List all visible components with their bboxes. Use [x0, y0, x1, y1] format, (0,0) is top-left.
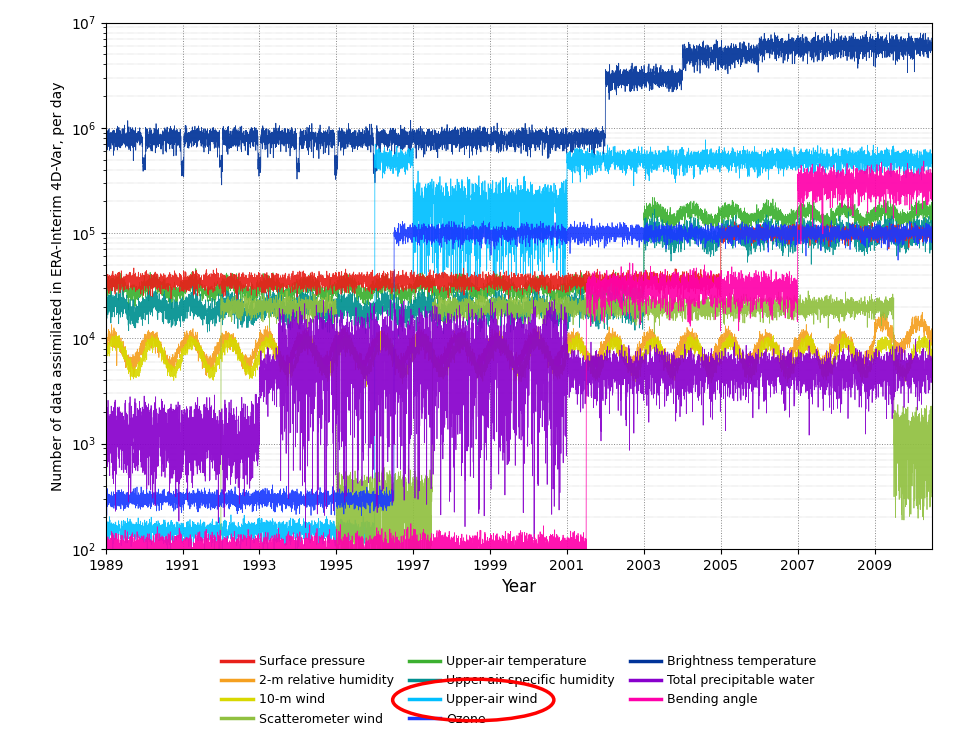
Legend: Surface pressure, 2-m relative humidity, 10-m wind, Scatterometer wind, Upper-ai: Surface pressure, 2-m relative humidity,… [216, 650, 822, 731]
Y-axis label: Number of data assimilated in ERA-Interim 4D-Var, per day: Number of data assimilated in ERA-Interi… [51, 81, 65, 490]
X-axis label: Year: Year [502, 578, 536, 596]
